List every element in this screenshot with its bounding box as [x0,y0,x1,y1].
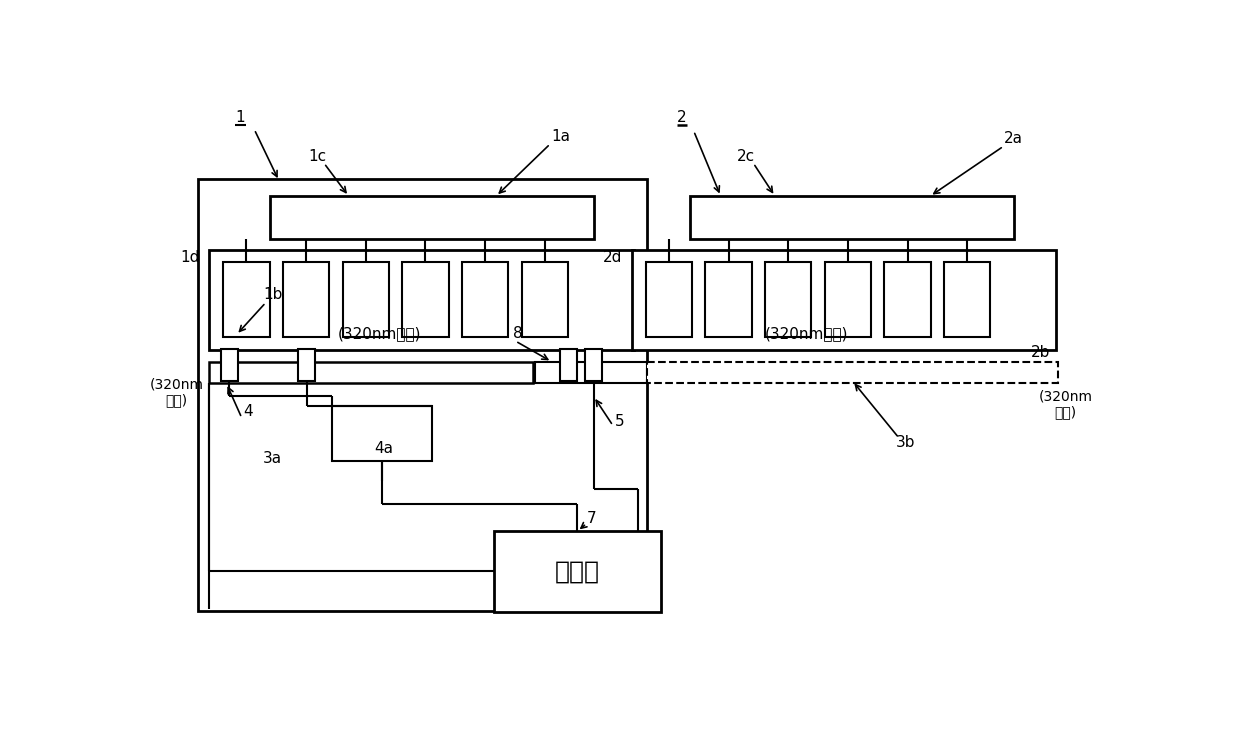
Text: 4a: 4a [374,441,393,456]
FancyBboxPatch shape [559,349,577,381]
Text: (320nm
以上): (320nm 以上) [150,377,203,408]
FancyBboxPatch shape [689,196,1014,239]
FancyBboxPatch shape [332,405,433,461]
FancyBboxPatch shape [884,262,931,337]
FancyBboxPatch shape [283,262,330,337]
FancyBboxPatch shape [210,362,533,383]
Text: 1d: 1d [181,251,200,265]
FancyBboxPatch shape [223,262,270,337]
FancyBboxPatch shape [210,250,634,350]
FancyBboxPatch shape [825,262,870,337]
FancyBboxPatch shape [631,250,1056,350]
FancyBboxPatch shape [270,196,594,239]
Text: 8: 8 [513,326,522,340]
FancyBboxPatch shape [534,362,647,383]
Text: 2c: 2c [738,149,755,164]
FancyBboxPatch shape [646,262,692,337]
FancyBboxPatch shape [402,262,449,337]
Text: 1b: 1b [263,287,283,302]
Text: 4: 4 [243,405,253,419]
Text: 1: 1 [236,111,246,125]
FancyBboxPatch shape [221,349,238,381]
FancyBboxPatch shape [944,262,991,337]
Text: 5: 5 [615,413,625,429]
Text: 7: 7 [587,511,596,525]
Text: 2a: 2a [1003,131,1023,146]
Text: 1a: 1a [551,129,570,144]
FancyBboxPatch shape [299,349,315,381]
FancyBboxPatch shape [495,531,661,612]
FancyBboxPatch shape [522,262,568,337]
Text: 2d: 2d [603,251,622,265]
Text: 3b: 3b [895,435,915,450]
Text: 2b: 2b [1032,345,1050,360]
FancyBboxPatch shape [647,362,1058,383]
Text: 2: 2 [677,111,687,125]
Text: 1c: 1c [309,149,327,164]
FancyBboxPatch shape [706,262,751,337]
Text: 3a: 3a [263,450,283,466]
FancyBboxPatch shape [765,262,811,337]
Text: (320nm
以下): (320nm 以下) [1039,389,1092,419]
Text: (320nm以上): (320nm以上) [339,326,422,340]
Text: 控制部: 控制部 [554,559,600,583]
FancyBboxPatch shape [463,262,508,337]
FancyBboxPatch shape [197,179,647,610]
FancyBboxPatch shape [342,262,389,337]
FancyBboxPatch shape [585,349,603,381]
Text: (320nm以下): (320nm以下) [764,326,848,340]
